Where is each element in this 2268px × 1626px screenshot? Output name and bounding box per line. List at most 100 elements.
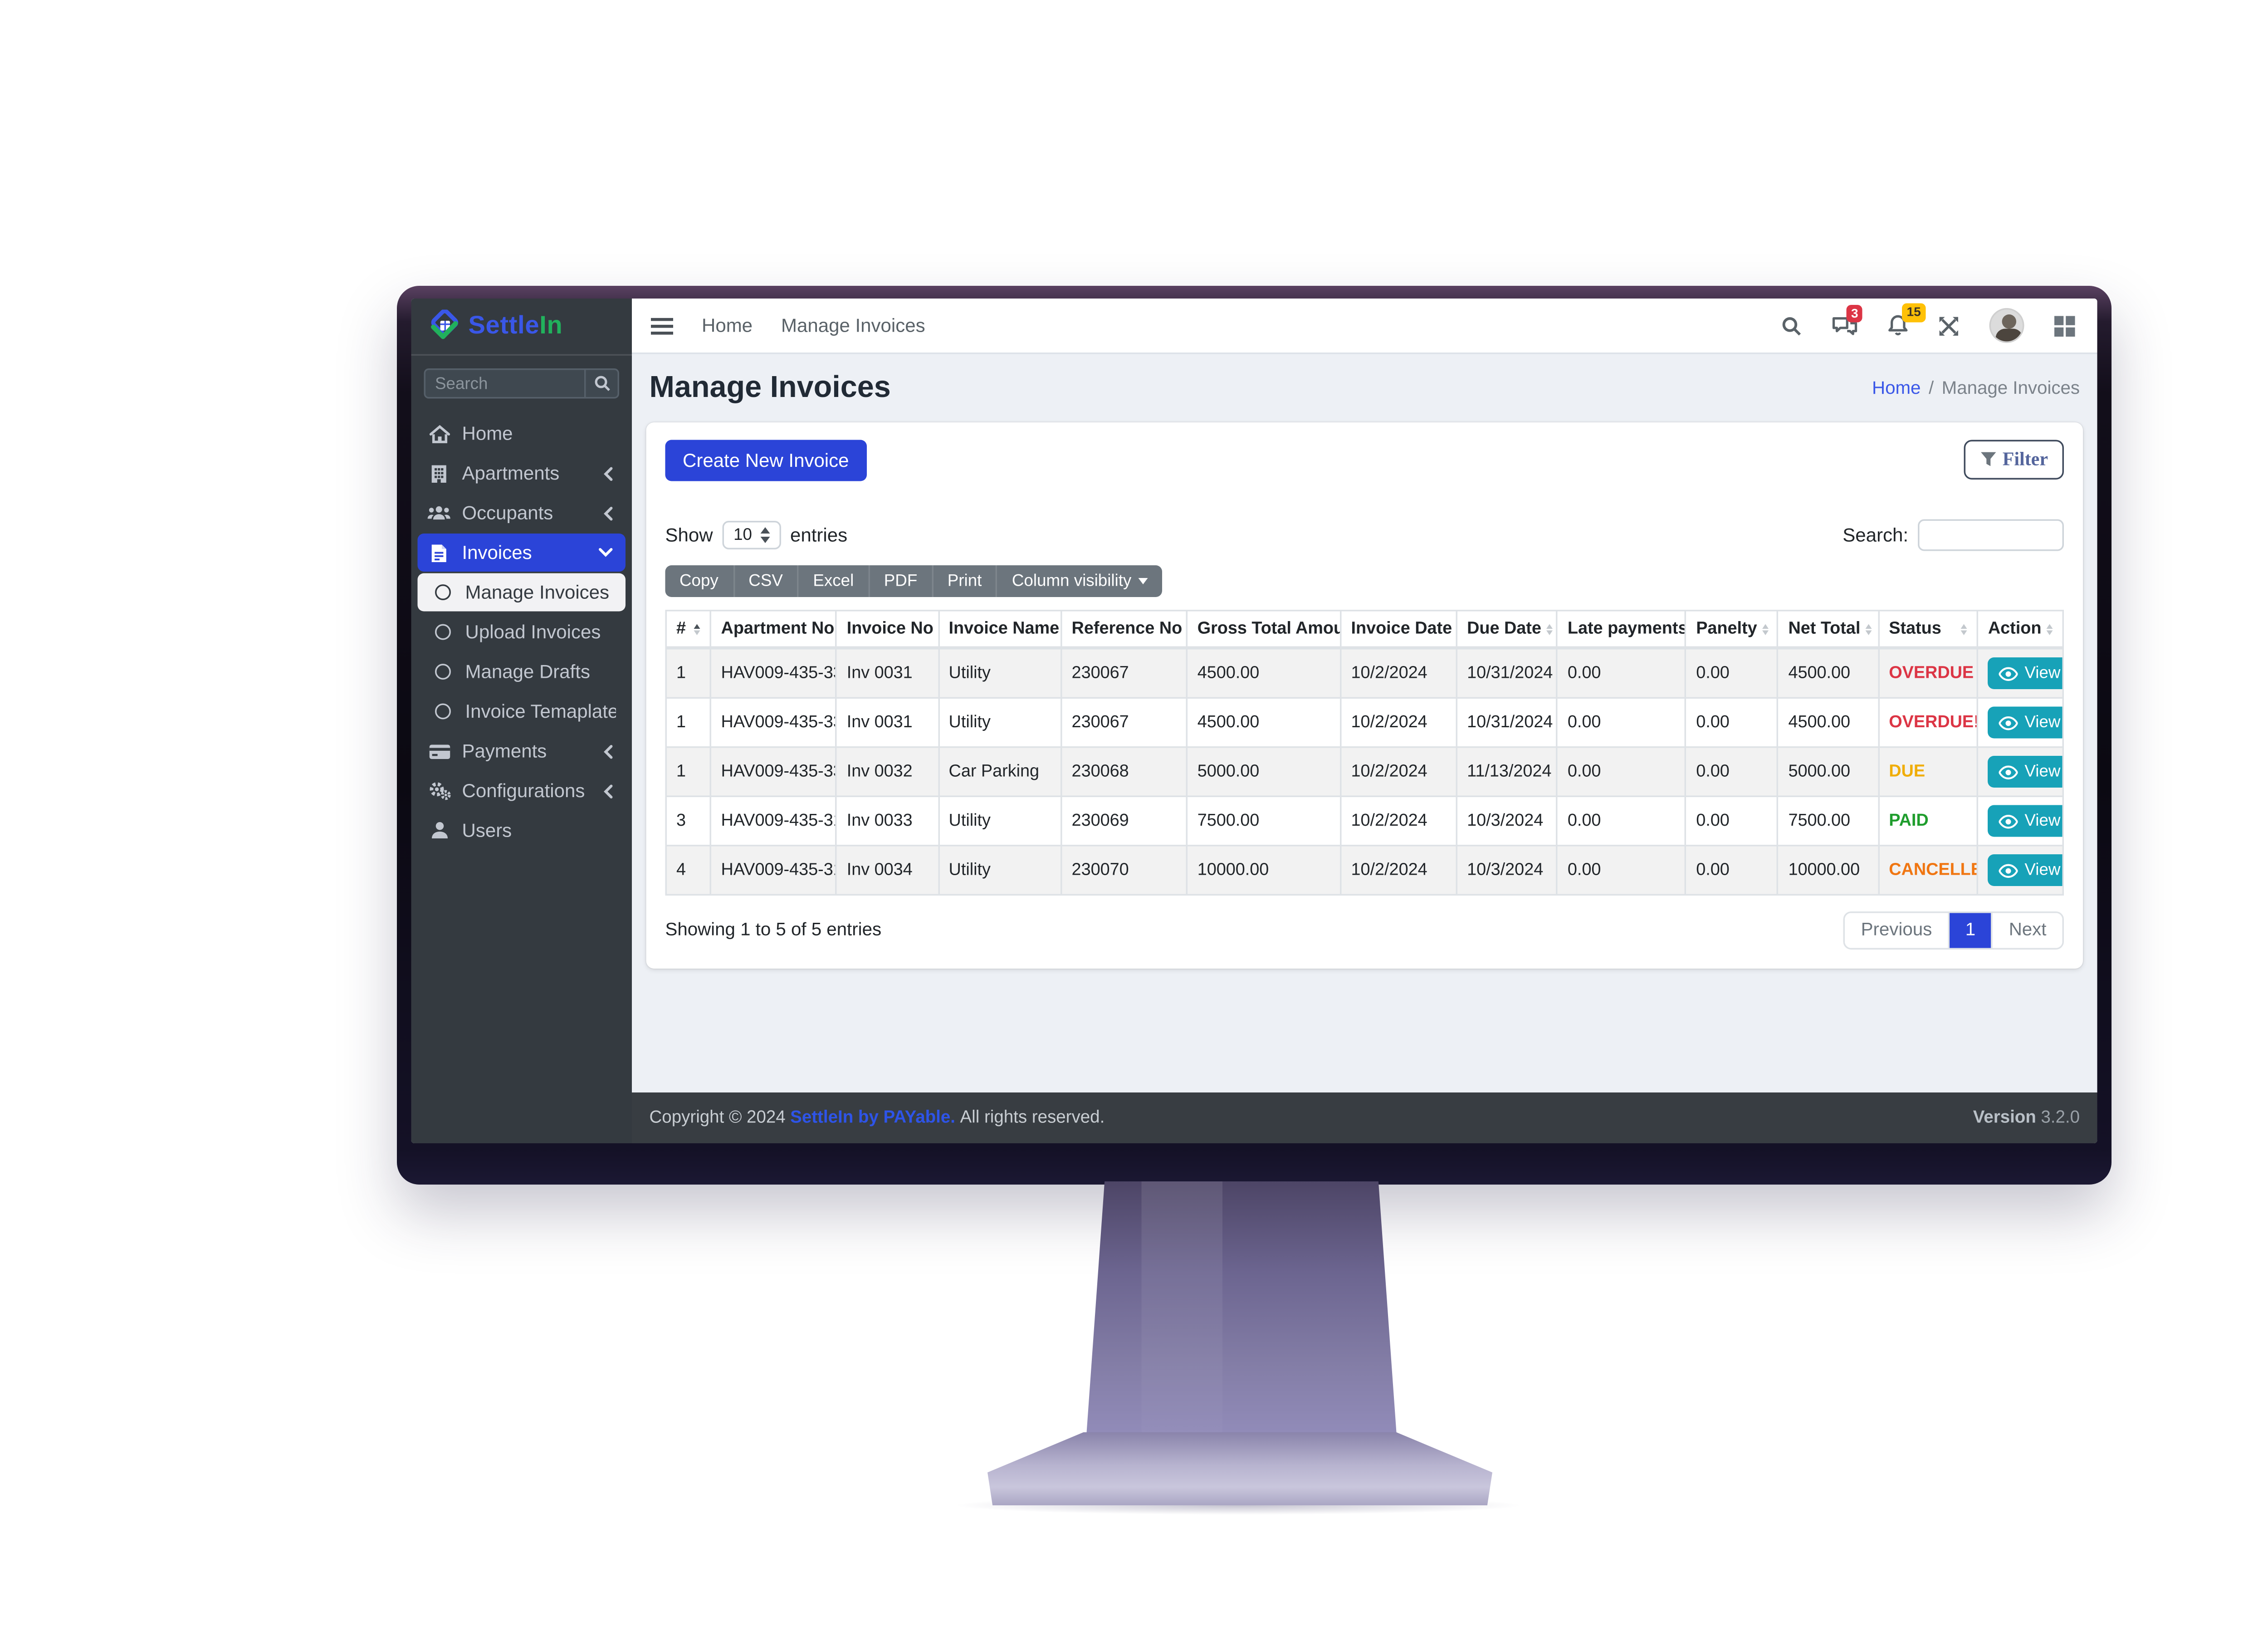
navbar-right: 3 15 [1781,303,2075,343]
copy-button[interactable]: Copy [665,565,733,597]
sidebar-search-button[interactable] [584,368,619,399]
page-size-select[interactable]: 10 [722,521,781,549]
view-button[interactable]: View [1988,706,2062,739]
sort-icon [1961,623,1968,635]
grid-apps-icon[interactable] [2054,315,2075,336]
table-cell: 4500.00 [1186,697,1342,748]
table-cell: HAV009-435-33 [710,647,837,699]
column-header-label: Net Total [1788,619,1861,638]
pagination-previous[interactable]: Previous [1845,913,1948,948]
filter-button[interactable]: Filter [1964,440,2064,480]
sidebar-item-users[interactable]: Users [418,812,626,850]
sort-icon [1546,623,1553,635]
table-search-input[interactable] [1918,519,2064,551]
table-controls: Show 10 entries Search: [665,519,2064,551]
table-cell: 7500.00 [1777,795,1880,847]
column-header-label: Late payments [1567,619,1686,638]
fullscreen-icon[interactable] [1939,315,1960,336]
table-row: 3 HAV009-435-31 Inv 0033 Utility 230069 7500.… [665,795,2064,847]
user-avatar[interactable] [1989,308,2024,343]
search-icon[interactable] [1781,315,1802,336]
column-header[interactable]: Invoice Date [1339,610,1458,650]
column-header[interactable]: Apartment No [710,610,837,650]
table-cell: Car Parking [938,746,1062,797]
table-cell: 10/2/2024 [1339,647,1458,699]
column-header[interactable]: Status [1877,610,1979,650]
table-cell: 230067 [1061,647,1188,699]
view-button-label: View [2024,664,2061,683]
column-header[interactable]: Reference No [1061,610,1188,650]
print-button[interactable]: Print [931,565,996,597]
table-row: 1 HAV009-435-33 Inv 0031 Utility 230067 4500.… [665,647,2064,699]
pdf-button[interactable]: PDF [868,565,932,597]
footer-brand-link[interactable]: SettleIn by PAYable. [790,1108,955,1127]
circle-icon [430,584,455,600]
table-cell: 1 [665,697,712,748]
table-row: 1 HAV009-435-33 Inv 0031 Utility 230067 4500.… [665,697,2064,748]
invoice-table-body: 1 HAV009-435-33 Inv 0031 Utility 230067 4500.… [665,647,2064,896]
excel-button[interactable]: Excel [797,565,868,597]
breadcrumb-home-link[interactable]: Home [1872,379,1921,399]
column-header[interactable]: # [665,610,712,650]
column-header-label: Status [1889,619,1941,638]
funnel-icon [1980,451,1998,469]
column-header[interactable]: Gross Total Amount [1186,610,1342,650]
table-cell: 10/31/2024 [1456,697,1558,748]
view-button[interactable]: View [1988,854,2062,886]
view-button[interactable]: View [1988,657,2062,689]
sidebar-item-manage-invoices[interactable]: Manage Invoices [417,573,626,612]
sidebar-search-input[interactable] [424,368,584,399]
navbar-link-home[interactable]: Home [702,314,753,337]
top-navbar: Home Manage Invoices 3 15 [632,299,2097,354]
hamburger-menu-icon[interactable] [651,317,673,334]
column-header[interactable]: Invoice No [836,610,939,650]
notifications-bell-icon[interactable]: 15 [1888,303,1926,337]
table-cell: Inv 0031 [836,697,939,748]
table-cell: Utility [938,697,1062,748]
column-header[interactable]: Action [1977,610,2064,650]
sidebar-item-apartments[interactable]: Apartments [418,454,626,492]
brand[interactable]: SettleIn [411,299,632,356]
view-button[interactable]: View [1988,805,2062,837]
sidebar-item-home[interactable]: Home [418,415,626,453]
column-header-label: Invoice Date [1351,619,1452,638]
create-new-invoice-button[interactable]: Create New Invoice [665,440,867,481]
sidebar-item-manage-drafts[interactable]: Manage Drafts [418,653,626,691]
sidebar-item-invoice-templates[interactable]: Invoice Temaplates [418,692,626,730]
sidebar-item-configurations[interactable]: Configurations [418,772,626,810]
sort-icon [2046,623,2053,635]
table-cell: HAV009-435-33 [710,697,837,748]
pagination-page-1[interactable]: 1 [1948,913,1992,948]
sidebar-item-upload-invoices[interactable]: Upload Invoices [418,613,626,651]
invoice-table-header-row: # Apartment No Invoice No Invoice Name Refer… [665,610,2064,650]
table-cell: Utility [938,845,1062,896]
sidebar-item-invoices[interactable]: Invoices [417,534,626,572]
column-header[interactable]: Invoice Name [938,610,1062,650]
column-visibility-button[interactable]: Column visibility [996,565,1162,597]
sidebar-menu: Home Apartments Occupants [411,408,632,858]
navbar-link-manage-invoices[interactable]: Manage Invoices [781,314,925,337]
status-badge: DUE [1889,762,1926,781]
column-header-label: # [676,619,686,638]
invoice-icon [427,542,451,563]
column-header[interactable]: Late payments [1556,610,1687,650]
sidebar-item-occupants[interactable]: Occupants [418,494,626,532]
table-cell: 230070 [1061,845,1188,896]
table-cell: Utility [938,647,1062,699]
view-button-label: View [2024,713,2061,732]
csv-button[interactable]: CSV [733,565,797,597]
filter-button-label: Filter [2002,448,2048,470]
pagination-next[interactable]: Next [1991,913,2063,948]
view-button[interactable]: View [1988,756,2062,788]
main-column: Home Manage Invoices 3 15 [632,299,2097,1143]
eye-icon [1999,666,2019,681]
table-cell-status: OVERDUE! [1877,697,1979,748]
column-header-label: Due Date [1467,619,1541,638]
column-header[interactable]: Panelty [1685,610,1779,650]
sidebar-item-payments[interactable]: Payments [418,732,626,770]
table-cell: Utility [938,795,1062,847]
table-cell: 5000.00 [1777,746,1880,797]
column-header[interactable]: Due Date [1456,610,1558,650]
messages-icon[interactable]: 3 [1832,304,1863,336]
column-header[interactable]: Net Total [1777,610,1880,650]
